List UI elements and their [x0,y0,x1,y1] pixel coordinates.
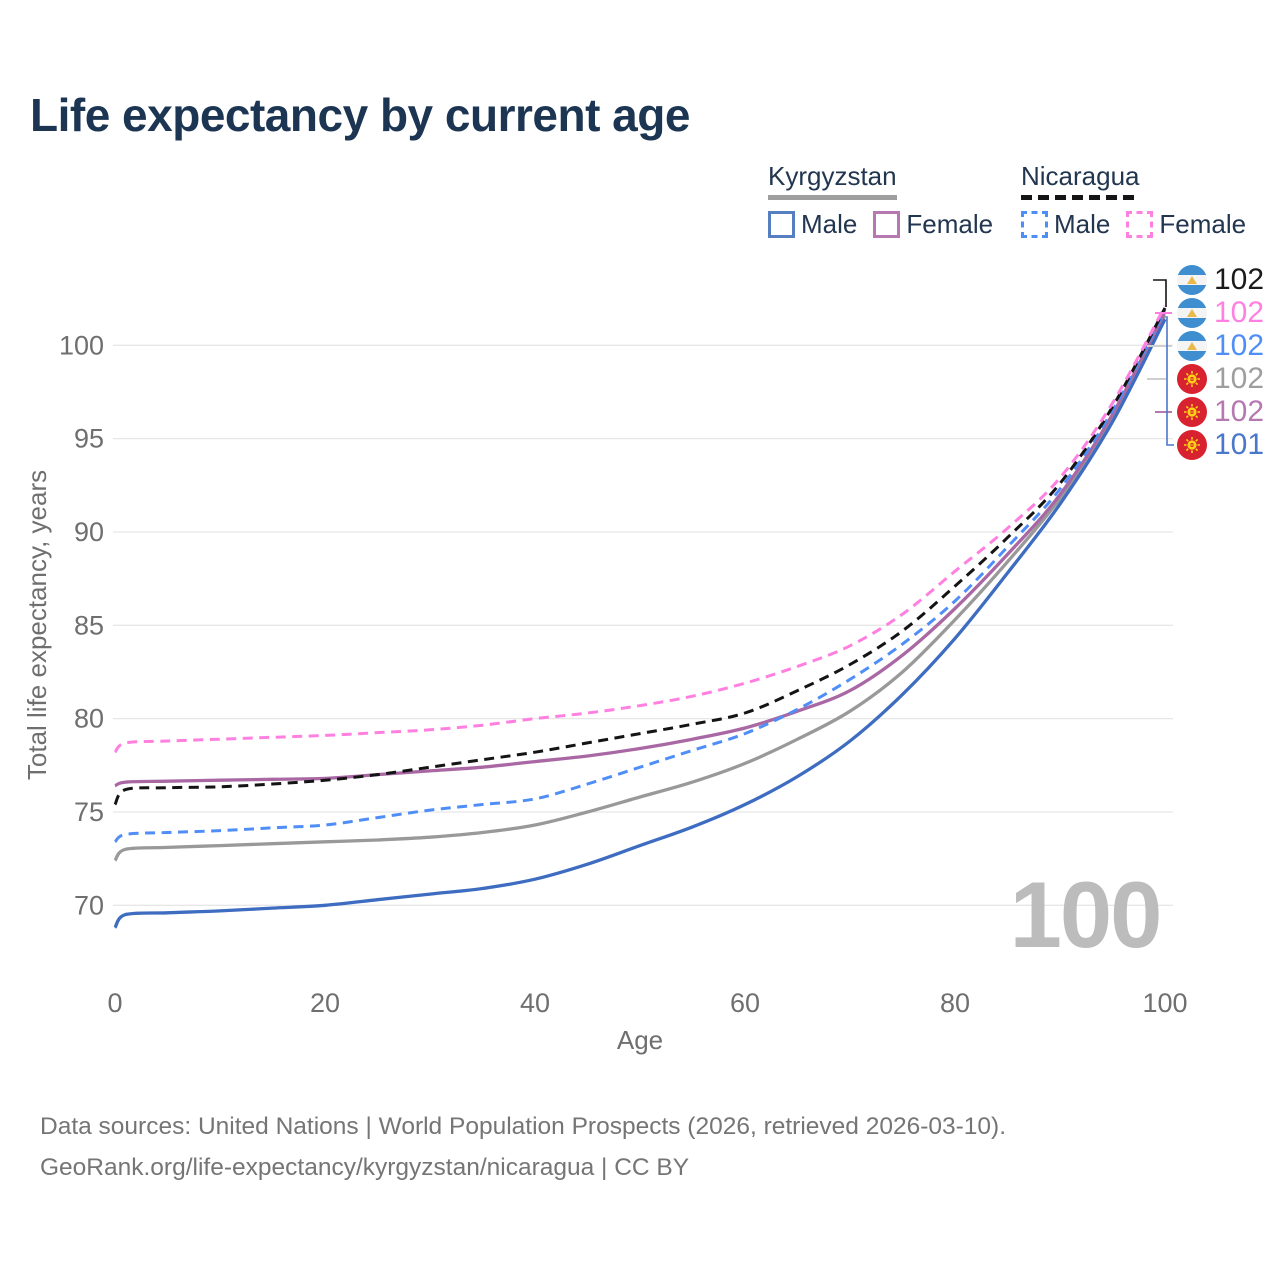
legend-header-kyrgyzstan-label: Kyrgyzstan [768,161,897,191]
x-tick-label: 80 [940,988,970,1018]
end-label-nicaragua-male: 102 [1177,330,1264,362]
swatch-kyrgyzstan-male [768,211,795,238]
page-title: Life expectancy by current age [30,89,690,141]
legend-item-nicaragua-male[interactable]: Male [1021,209,1110,240]
flag-kyrgyzstan-icon [1177,397,1207,427]
legend-header-nicaragua[interactable]: Nicaragua [1021,161,1140,200]
end-value: 102 [1214,263,1265,296]
y-tick-label: 75 [74,797,104,827]
end-label-kyrgyzstan-female: 102 [1177,396,1264,428]
end-value: 102 [1214,395,1265,428]
series-line-nicaragua-combined[interactable] [113,307,1167,806]
legend-item-kyrgyzstan-male[interactable]: Male [768,209,857,240]
legend-item-kyrgyzstan-female[interactable]: Female [873,209,993,240]
x-tick-label: 60 [730,988,760,1018]
legend-group-kyrgyzstan[interactable]: Kyrgyzstan Male Female [768,161,993,240]
flag-kyrgyzstan-icon [1177,364,1207,394]
end-value: 102 [1214,296,1265,329]
y-tick-label: 85 [74,610,104,640]
flag-nicaragua-icon [1177,298,1207,328]
legend-item-label: Male [801,209,858,239]
x-tick-label: 100 [1142,988,1187,1018]
y-tick-label: 90 [74,517,104,547]
flag-kyrgyzstan-icon [1177,430,1207,460]
series-line-nicaragua-female[interactable] [113,305,1167,754]
footer: Data sources: United Nations | World Pop… [40,1106,1006,1188]
legend-linestyle-solid-sample [768,195,897,200]
swatch-nicaragua-female [1126,211,1154,238]
leader-nicaragua-combined [1153,279,1167,307]
flag-nicaragua-icon [1177,265,1207,295]
end-label-kyrgyzstan-male: 101 [1177,429,1264,461]
end-label-kyrgyzstan-combined: 102 [1177,363,1264,395]
flag-nicaragua-icon [1177,331,1207,361]
x-tick-label: 20 [310,988,340,1018]
y-tick-label: 100 [59,330,104,360]
legend-item-label: Female [1159,209,1247,239]
end-label-nicaragua-female: 102 [1177,297,1264,329]
end-value: 102 [1214,329,1265,362]
footer-sources-line: Data sources: United Nations | World Pop… [40,1113,1007,1140]
x-tick-label: 40 [520,988,550,1018]
legend-item-label: Male [1054,209,1111,239]
series-line-kyrgyzstan-combined[interactable] [113,314,1167,862]
legend-item-label: Female [906,209,994,239]
leader-kyrgyzstan-male [1166,316,1174,446]
y-tick-label: 95 [74,424,104,454]
y-axis-title: Total life expectancy, years [22,470,52,780]
series-line-nicaragua-male[interactable] [113,309,1167,844]
x-axis-title: Age [617,1025,663,1055]
age-watermark: 100 [1010,862,1161,967]
end-label-nicaragua-combined: 102 [1177,264,1264,296]
y-tick-label: 70 [74,890,104,920]
series-line-kyrgyzstan-male[interactable] [113,318,1167,929]
y-tick-label: 80 [74,704,104,734]
end-value: 102 [1214,362,1265,395]
footer-url-line: GeoRank.org/life-expectancy/kyrgyzstan/n… [40,1154,690,1181]
legend-linestyle-dashed-sample [1021,195,1140,200]
x-tick-label: 0 [107,988,122,1018]
legend-header-kyrgyzstan[interactable]: Kyrgyzstan [768,161,897,200]
legend-group-nicaragua[interactable]: Nicaragua Male Female [1021,161,1246,240]
swatch-kyrgyzstan-female [873,211,901,238]
series-line-kyrgyzstan-female[interactable] [114,310,1167,788]
legend-item-nicaragua-female[interactable]: Female [1126,209,1246,240]
end-value: 101 [1214,428,1265,461]
swatch-nicaragua-male [1021,211,1048,238]
legend-header-nicaragua-label: Nicaragua [1021,161,1140,191]
